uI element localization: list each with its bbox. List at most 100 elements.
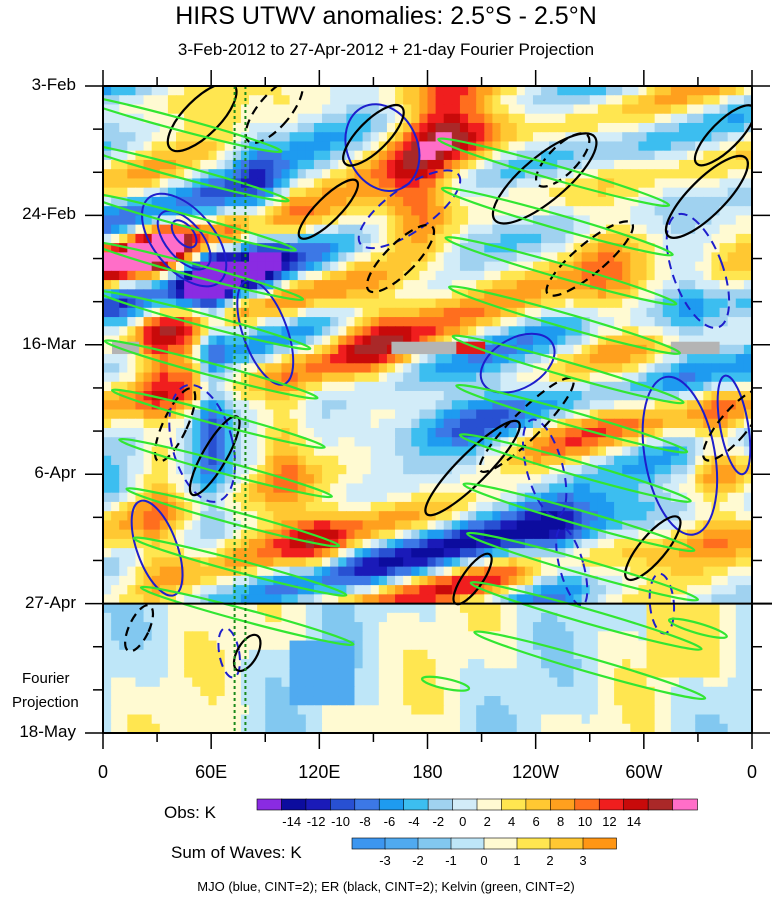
heat-cell — [589, 501, 599, 512]
heat-cell — [500, 381, 510, 392]
heat-cell — [589, 372, 599, 383]
heat-cell — [297, 455, 307, 466]
heat-cell — [159, 575, 169, 586]
heat-cell — [638, 289, 648, 300]
heat-cell — [597, 178, 607, 189]
heat-cell — [200, 612, 210, 623]
heat-cell — [581, 354, 591, 364]
heat-cell — [273, 501, 283, 512]
heat-cell — [743, 585, 752, 595]
heat-cell — [313, 344, 323, 355]
heat-cell — [386, 150, 396, 161]
heat-cell — [532, 529, 542, 540]
heat-cell — [711, 307, 721, 318]
heat-cell — [727, 122, 737, 133]
heat-cell — [451, 622, 461, 632]
heat-cell — [119, 270, 128, 281]
heat-cell — [695, 612, 704, 623]
heat-cell — [605, 354, 615, 364]
heat-cell — [240, 169, 250, 180]
heat-cell — [346, 427, 356, 438]
heat-cell — [678, 335, 688, 346]
heat-cell — [654, 86, 664, 96]
heat-cell — [176, 354, 185, 364]
heat-cell — [492, 261, 502, 272]
heat-cell — [435, 548, 445, 558]
heat-cell — [346, 594, 356, 605]
heat-cell — [167, 280, 177, 290]
heat-cell — [289, 585, 299, 595]
heat-cell — [297, 141, 307, 152]
heat-cell — [362, 492, 372, 503]
heat-cell — [240, 464, 250, 475]
heat-cell — [735, 511, 745, 522]
heat-cell — [103, 326, 112, 337]
heat-cell — [427, 317, 437, 327]
heat-cell — [403, 557, 412, 568]
heat-cell — [208, 95, 218, 106]
heat-cell — [378, 206, 388, 216]
heat-cell — [678, 631, 688, 642]
heat-cell — [281, 169, 291, 180]
heat-cell — [427, 464, 437, 475]
heat-cell — [687, 95, 696, 106]
heat-cell — [395, 141, 404, 152]
heat-cell — [532, 538, 542, 549]
heat-cell — [614, 252, 623, 263]
heat-cell — [695, 603, 704, 614]
heat-cell — [395, 400, 404, 411]
heat-cell — [362, 335, 372, 346]
heat-cell — [451, 631, 461, 642]
heat-cell — [670, 520, 680, 531]
heat-cell — [565, 575, 575, 586]
heat-cell — [338, 141, 347, 152]
heat-cell — [727, 566, 737, 577]
heat-cell — [192, 150, 201, 161]
heat-cell — [216, 594, 226, 605]
heat-cell — [151, 206, 161, 216]
heat-cell — [184, 104, 193, 115]
heat-cell — [443, 307, 453, 318]
heat-cell — [678, 354, 688, 364]
heat-cell — [492, 169, 502, 180]
heat-cell — [565, 280, 575, 290]
heat-cell — [557, 363, 567, 374]
heat-cell — [516, 95, 526, 106]
heat-cell — [362, 196, 372, 207]
heat-cell — [500, 261, 510, 272]
heat-cell — [581, 585, 591, 595]
heat-cell — [492, 455, 502, 466]
heat-cell — [240, 326, 250, 337]
heat-cell — [743, 400, 752, 411]
heat-cell — [451, 150, 461, 161]
heat-cell — [435, 243, 445, 253]
heat-cell — [500, 409, 510, 420]
heat-cell — [557, 585, 567, 595]
heat-cell — [605, 585, 615, 595]
heat-cell — [362, 307, 372, 318]
heat-cell — [176, 317, 185, 327]
heat-cell — [346, 474, 356, 485]
heat-cell — [176, 243, 185, 253]
heat-cell — [305, 649, 315, 660]
heat-cell — [451, 252, 461, 263]
heat-cell — [322, 187, 331, 198]
heat-cell — [167, 409, 177, 420]
heat-cell — [273, 594, 283, 605]
heat-cell — [711, 529, 721, 540]
heat-cell — [646, 86, 656, 96]
heat-cell — [589, 141, 599, 152]
heat-cell — [184, 95, 193, 106]
heat-cell — [662, 612, 672, 623]
heat-cell — [435, 363, 445, 374]
heat-cell — [273, 603, 283, 614]
heat-cell — [111, 215, 120, 226]
heat-cell — [476, 150, 485, 161]
heat-cell — [411, 501, 420, 512]
heat-cell — [614, 594, 623, 605]
heat-cell — [192, 326, 201, 337]
heat-cell — [597, 95, 607, 106]
heat-cell — [662, 224, 672, 235]
heat-cell — [630, 585, 640, 595]
heat-cell — [208, 427, 218, 438]
